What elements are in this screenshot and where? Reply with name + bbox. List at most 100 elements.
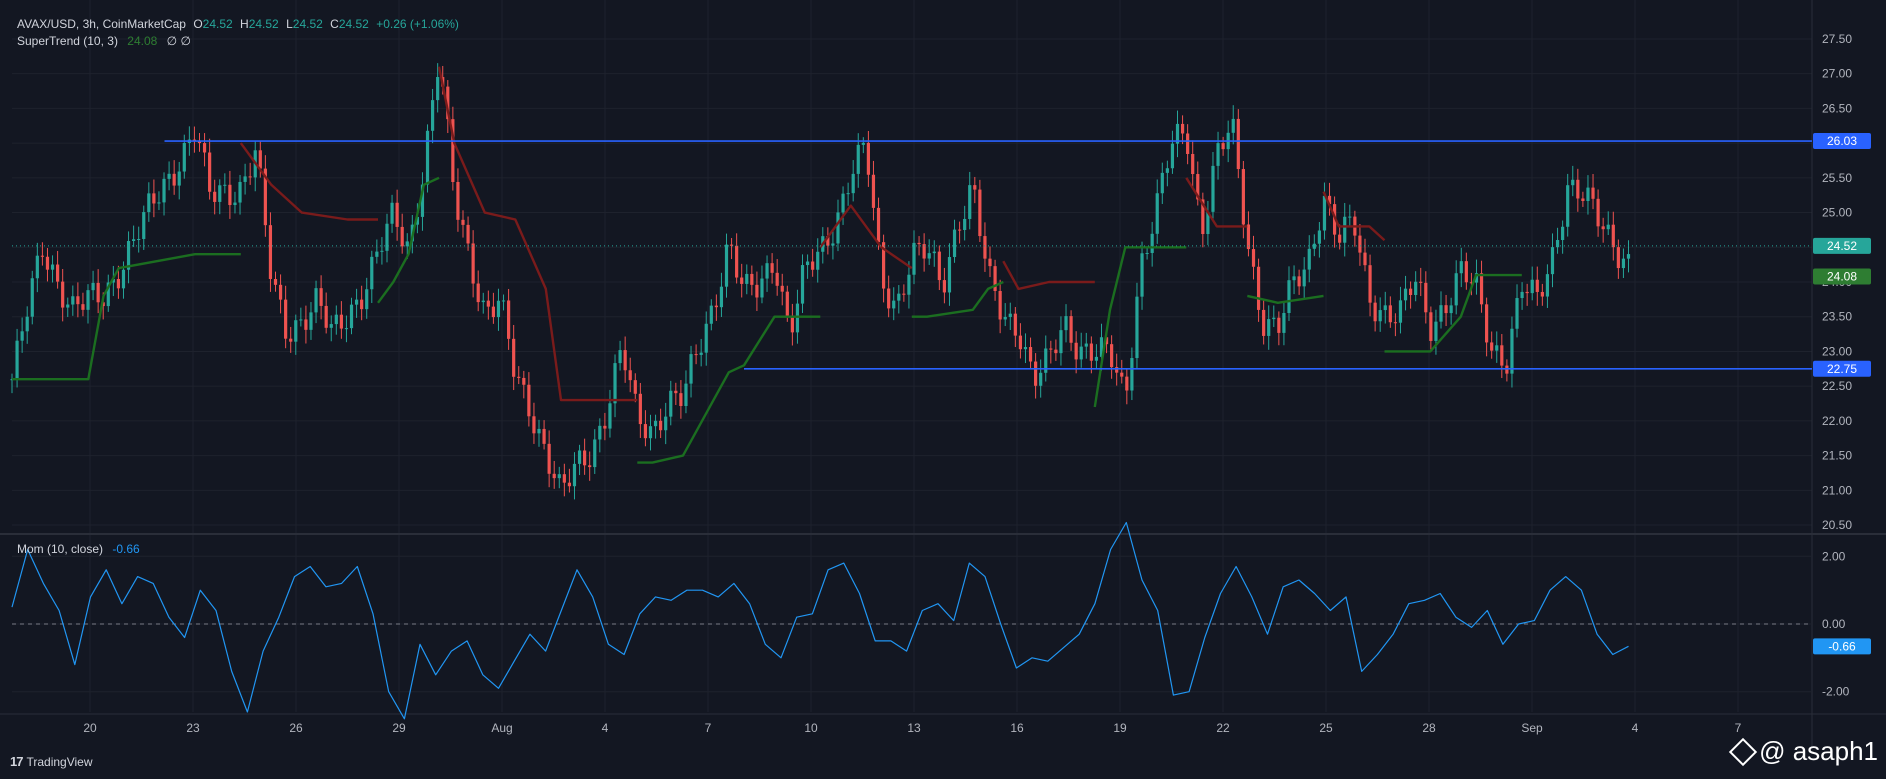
candle-body bbox=[486, 300, 490, 307]
supertrend-legend[interactable]: SuperTrend (10, 3) 24.08 ∅ ∅ bbox=[17, 33, 191, 49]
candle-body bbox=[309, 312, 313, 330]
candle-body bbox=[1165, 168, 1169, 173]
price-tick-label: 22.50 bbox=[1822, 379, 1852, 393]
candle-body bbox=[998, 290, 1002, 320]
candle-body bbox=[481, 300, 485, 303]
candle-body bbox=[937, 251, 941, 281]
candle-body bbox=[1490, 342, 1494, 351]
candle-body bbox=[881, 242, 886, 289]
candle-body bbox=[714, 305, 718, 308]
candle-body bbox=[1236, 118, 1240, 170]
candle-body bbox=[1414, 281, 1418, 295]
candle-body bbox=[1191, 153, 1195, 175]
candle-body bbox=[765, 263, 769, 279]
candle-body bbox=[258, 150, 262, 169]
candle-body bbox=[1150, 233, 1154, 253]
candle-body bbox=[152, 193, 156, 204]
candle-body bbox=[137, 238, 141, 240]
supertrend-price-label: 24.08 bbox=[1827, 269, 1857, 283]
x-tick-label: 25 bbox=[1319, 721, 1333, 735]
candle-body bbox=[542, 428, 546, 444]
low-value: 24.52 bbox=[292, 17, 323, 31]
candle-body bbox=[20, 331, 24, 341]
candle-body bbox=[172, 173, 176, 186]
candle-body bbox=[1616, 247, 1620, 269]
supertrend-up-line bbox=[911, 280, 1004, 318]
candle-body bbox=[689, 354, 693, 384]
candle-body bbox=[61, 281, 65, 308]
candle-body bbox=[552, 473, 556, 479]
candle-body bbox=[1327, 195, 1332, 205]
candle-body bbox=[1267, 319, 1271, 336]
candle-body bbox=[1069, 316, 1073, 343]
candle-body bbox=[811, 261, 815, 270]
x-tick-label: 29 bbox=[392, 721, 406, 735]
candle-body bbox=[1388, 305, 1392, 323]
candle-body bbox=[91, 282, 95, 291]
candle-body bbox=[1373, 302, 1377, 322]
candle-body bbox=[1555, 240, 1560, 248]
candle-body bbox=[1135, 296, 1139, 359]
price-tick-label: 27.00 bbox=[1822, 67, 1852, 81]
candle-body bbox=[866, 142, 870, 175]
candle-body bbox=[1322, 195, 1327, 231]
momentum-legend[interactable]: Mom (10, close) -0.66 bbox=[17, 541, 140, 557]
candle-body bbox=[876, 207, 881, 243]
candle-body bbox=[735, 245, 739, 278]
candle-body bbox=[365, 289, 369, 310]
candle-body bbox=[846, 193, 850, 195]
candle-body bbox=[1287, 280, 1291, 314]
candle-body bbox=[729, 244, 734, 246]
supertrend-extra: ∅ ∅ bbox=[166, 34, 191, 48]
candle-body bbox=[1277, 317, 1281, 333]
momentum-value-label: -0.66 bbox=[1828, 639, 1856, 653]
candle-body bbox=[430, 100, 435, 131]
candle-body bbox=[268, 225, 273, 279]
candle-body bbox=[952, 229, 957, 258]
candle-body bbox=[1302, 269, 1306, 287]
supertrend-up-line bbox=[377, 176, 440, 304]
tradingview-logo[interactable]: 17 TradingView bbox=[10, 754, 93, 769]
candle-body bbox=[395, 202, 399, 227]
symbol-label[interactable]: AVAX/USD, 3h, CoinMarketCap bbox=[17, 17, 186, 31]
candle-body bbox=[1241, 169, 1245, 225]
candle-body bbox=[816, 251, 820, 270]
candle-body bbox=[126, 241, 131, 270]
candle-body bbox=[1363, 252, 1367, 266]
candle-body bbox=[902, 293, 906, 295]
candle-body bbox=[349, 304, 354, 329]
candle-body bbox=[243, 176, 247, 182]
candle-body bbox=[983, 236, 987, 259]
candle-body bbox=[1206, 211, 1210, 235]
candle-body bbox=[755, 284, 759, 298]
candle-body bbox=[593, 439, 597, 468]
open-label: O bbox=[193, 17, 203, 31]
candle-body bbox=[25, 316, 29, 332]
candle-body bbox=[15, 340, 19, 380]
candle-body bbox=[704, 323, 708, 353]
candle-body bbox=[826, 236, 830, 246]
candle-body bbox=[1039, 372, 1043, 386]
candle-body bbox=[375, 251, 379, 257]
candle-body bbox=[1581, 198, 1585, 202]
candle-body bbox=[192, 139, 197, 141]
candle-body bbox=[491, 306, 496, 318]
momentum-label: Mom (10, close) bbox=[17, 542, 104, 556]
candle-body bbox=[1094, 356, 1099, 361]
candle-body bbox=[1535, 279, 1539, 292]
candle-body bbox=[618, 350, 622, 364]
candle-body bbox=[851, 173, 855, 194]
candle-body bbox=[218, 185, 222, 202]
footer-bar bbox=[0, 746, 1886, 779]
candle-body bbox=[1125, 376, 1129, 391]
x-tick-label: 13 bbox=[907, 721, 921, 735]
candle-body bbox=[1596, 198, 1600, 227]
x-tick-label: 19 bbox=[1113, 721, 1127, 735]
candle-body bbox=[512, 338, 516, 377]
candle-body bbox=[1469, 282, 1474, 284]
candle-body bbox=[496, 300, 501, 318]
candle-body bbox=[583, 450, 587, 466]
candle-body bbox=[1272, 317, 1276, 320]
candle-body bbox=[121, 269, 126, 289]
